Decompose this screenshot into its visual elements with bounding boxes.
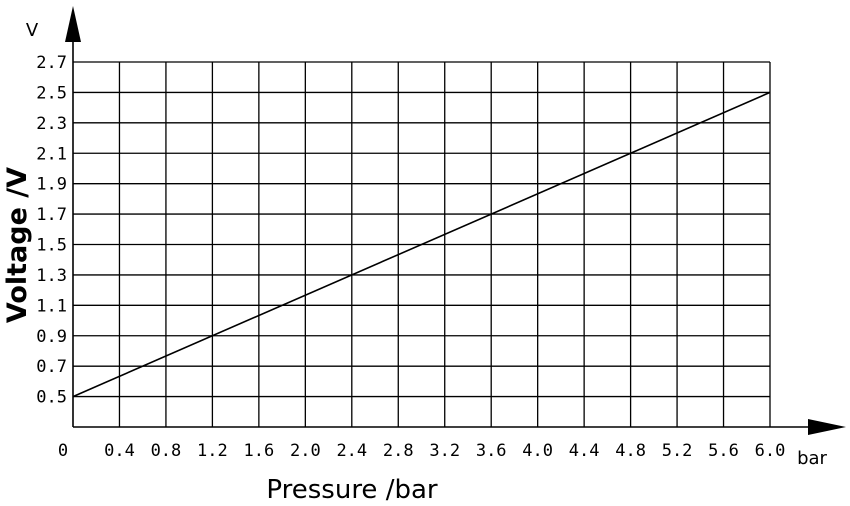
y-tick-labels: 0.5 0.7 0.9 1.1 1.3 1.5 1.7 1.9 2.1 2.3 2.5 2.7 (36, 53, 67, 408)
x-tick-label: 5.6 (708, 441, 739, 461)
y-tick-label: 1.5 (36, 236, 67, 256)
x-axis-title: Pressure /bar (266, 475, 437, 505)
x-unit-label: bar (797, 448, 827, 469)
x-tick-label: 0 (58, 441, 68, 461)
x-tick-label: 6.0 (755, 441, 786, 461)
x-tick-label: 1.2 (197, 441, 228, 461)
series-layer (72, 91, 771, 398)
y-axis-arrow (65, 6, 81, 42)
x-tick-label: 4.4 (569, 441, 600, 461)
y-tick-label: 1.1 (36, 296, 67, 316)
x-tick-label: 2.8 (383, 441, 414, 461)
y-tick-label: 0.5 (36, 388, 67, 408)
series-line (72, 91, 771, 398)
y-tick-label: 2.5 (36, 83, 67, 103)
y-tick-label: 0.7 (36, 357, 67, 377)
y-tick-label: 2.1 (36, 144, 67, 164)
y-tick-label: 2.7 (36, 53, 67, 73)
grid (73, 61, 771, 427)
axes (65, 6, 846, 435)
x-tick-label: 5.2 (662, 441, 693, 461)
x-tick-label: 0.8 (151, 441, 182, 461)
x-tick-labels: 0 0.4 0.8 1.2 1.6 2.0 2.4 2.8 3.2 3.6 4.0 4.4 4.8 5.2… (58, 441, 785, 461)
y-tick-label: 1.9 (36, 175, 67, 195)
x-tick-label: 4.8 (615, 441, 646, 461)
x-tick-label: 0.4 (104, 441, 135, 461)
y-tick-label: 2.3 (36, 114, 67, 134)
x-tick-label: 2.4 (336, 441, 367, 461)
y-tick-label: 0.9 (36, 327, 67, 347)
x-tick-label: 3.2 (429, 441, 460, 461)
x-tick-label: 4.0 (522, 441, 553, 461)
y-unit-label: V (26, 20, 39, 41)
y-tick-label: 1.3 (36, 266, 67, 286)
x-tick-label: 3.6 (476, 441, 507, 461)
y-tick-label: 1.7 (36, 205, 67, 225)
y-axis-title: Voltage /V (2, 167, 33, 323)
x-tick-label: 1.6 (244, 441, 275, 461)
x-axis-arrow (808, 419, 846, 435)
x-tick-label: 2.0 (290, 441, 321, 461)
